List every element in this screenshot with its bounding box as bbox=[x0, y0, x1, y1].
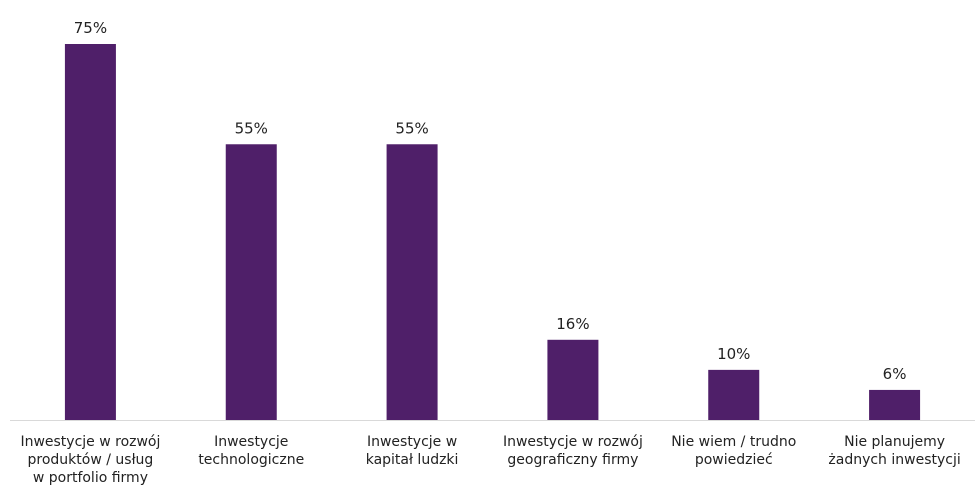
category-label-line: technologiczne bbox=[198, 452, 304, 468]
category-label-5: Nie wiem / trudno powiedzieć bbox=[671, 434, 796, 468]
category-label-line: Inwestycje bbox=[214, 434, 288, 450]
value-label-1: 75% bbox=[74, 19, 107, 37]
category-label-6: Nie planujemy żadnych inwestycji bbox=[828, 434, 960, 468]
category-label-line: produktów / usług bbox=[28, 452, 154, 468]
category-label-4: Inwestycje w rozwój geograficzny firmy bbox=[503, 434, 643, 468]
category-label-2: Inwestycje technologiczne bbox=[198, 434, 304, 468]
bar-4 bbox=[547, 339, 599, 420]
value-label-6: 6% bbox=[883, 365, 907, 383]
bar-3 bbox=[386, 144, 438, 420]
value-label-5: 10% bbox=[717, 345, 750, 363]
category-label-line: Nie planujemy bbox=[844, 434, 945, 450]
bar-2 bbox=[225, 144, 277, 420]
value-label-2: 55% bbox=[235, 119, 268, 137]
category-label-line: powiedzieć bbox=[695, 452, 773, 468]
bar-1 bbox=[64, 44, 116, 420]
category-label-line: geograficzny firmy bbox=[507, 452, 638, 468]
value-labels-group: 75% 55% 55% 16% 10% 6% bbox=[74, 19, 907, 383]
category-label-line: Nie wiem / trudno bbox=[671, 434, 796, 450]
value-label-4: 16% bbox=[556, 315, 589, 333]
bars-group bbox=[64, 44, 921, 420]
category-label-line: kapitał ludzki bbox=[366, 452, 459, 468]
category-label-1: Inwestycje w rozwój produktów / usług w po… bbox=[20, 434, 160, 486]
value-label-3: 55% bbox=[395, 119, 428, 137]
category-label-3: Inwestycje w kapitał ludzki bbox=[366, 434, 459, 468]
bar-6 bbox=[869, 389, 921, 420]
category-label-line: Inwestycje w rozwój bbox=[503, 434, 643, 450]
category-label-line: w portfolio firmy bbox=[33, 470, 148, 486]
category-labels-group: Inwestycje w rozwój produktów / usług w po… bbox=[20, 434, 960, 486]
bar-5 bbox=[708, 369, 760, 420]
category-label-line: Inwestycje w rozwój bbox=[20, 434, 160, 450]
category-label-line: Inwestycje w bbox=[367, 434, 457, 450]
category-label-line: żadnych inwestycji bbox=[828, 452, 960, 468]
